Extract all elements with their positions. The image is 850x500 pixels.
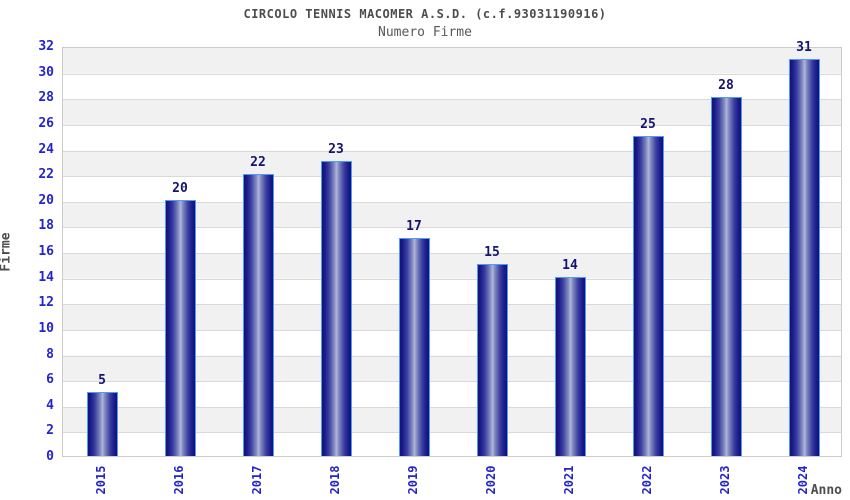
gridline-y18 (63, 227, 841, 229)
gridline-y8 (63, 355, 841, 357)
x-tick-2020: 2020 (484, 465, 498, 495)
y-tick-0: 0 (46, 449, 54, 464)
gridline-y14 (63, 278, 841, 280)
y-tick-32: 32 (38, 39, 54, 54)
x-tick-2019: 2019 (406, 465, 420, 495)
y-tick-8: 8 (46, 346, 54, 362)
bar-2019[interactable] (398, 238, 430, 456)
gridline-y2 (63, 432, 841, 434)
gridline-y26 (63, 124, 841, 126)
gridline-y16 (63, 253, 841, 254)
y-tick-12: 12 (38, 295, 54, 311)
y-tick-20: 20 (38, 192, 54, 208)
bar-value-2020: 15 (484, 244, 500, 260)
bar-value-2024: 31 (796, 39, 812, 55)
bar-value-2019: 17 (406, 219, 422, 235)
y-tick-30: 30 (38, 64, 54, 80)
bar-value-2017: 22 (250, 155, 266, 171)
bar-value-2016: 20 (172, 180, 188, 196)
x-tick-2017: 2017 (250, 465, 264, 495)
y-tick-26: 26 (38, 115, 54, 131)
y-tick-14: 14 (38, 269, 54, 285)
y-tick-24: 24 (38, 141, 54, 157)
bar-2018[interactable] (320, 161, 352, 456)
gridline-y6 (63, 381, 841, 383)
gridline-y10 (63, 329, 841, 331)
y-tick-16: 16 (38, 244, 54, 259)
plot-area: 5 20 22 23 17 15 14 25 28 31 (62, 40, 842, 457)
bar-2016[interactable] (164, 199, 196, 456)
x-axis-title: Anno (810, 483, 842, 498)
y-tick-6: 6 (46, 372, 54, 388)
y-tick-18: 18 (38, 218, 54, 234)
bar-2015[interactable] (86, 391, 118, 456)
y-tick-2: 2 (46, 423, 54, 439)
x-tick-2018: 2018 (328, 465, 342, 495)
y-tick-10: 10 (38, 320, 54, 336)
y-tick-28: 28 (38, 90, 54, 106)
bar-2023[interactable] (710, 97, 742, 456)
gridline-y4 (63, 406, 841, 408)
gridline-y22 (63, 176, 841, 178)
x-tick-2024: 2024 (796, 465, 810, 495)
bar-value-2022: 25 (640, 116, 656, 132)
x-tick-2023: 2023 (718, 465, 732, 495)
bar-value-2023: 28 (718, 78, 734, 94)
chart-title: CIRCOLO TENNIS MACOMER A.S.D. (c.f.93031… (243, 7, 607, 21)
y-tick-4: 4 (46, 397, 54, 413)
gridline-y24 (63, 150, 841, 152)
gridline-y20 (63, 201, 841, 203)
bar-value-2021: 14 (562, 257, 578, 273)
bar-2017[interactable] (242, 174, 274, 456)
x-tick-2015: 2015 (94, 465, 108, 495)
gridline-y30 (63, 73, 841, 75)
bar-2020[interactable] (476, 263, 508, 456)
gridline-y28 (63, 99, 841, 101)
chart-subtitle: Numero Firme (378, 25, 472, 40)
bar-2022[interactable] (632, 135, 664, 456)
gridline-y12 (63, 304, 841, 306)
bar-2024[interactable] (788, 58, 820, 456)
bar-value-2018: 23 (328, 142, 344, 158)
x-tick-2022: 2022 (640, 465, 654, 495)
x-tick-2016: 2016 (172, 465, 186, 495)
x-tick-2021: 2021 (562, 465, 576, 495)
bar-2021[interactable] (554, 276, 586, 456)
bar-value-2015: 5 (98, 372, 106, 388)
y-tick-22: 22 (38, 167, 54, 183)
